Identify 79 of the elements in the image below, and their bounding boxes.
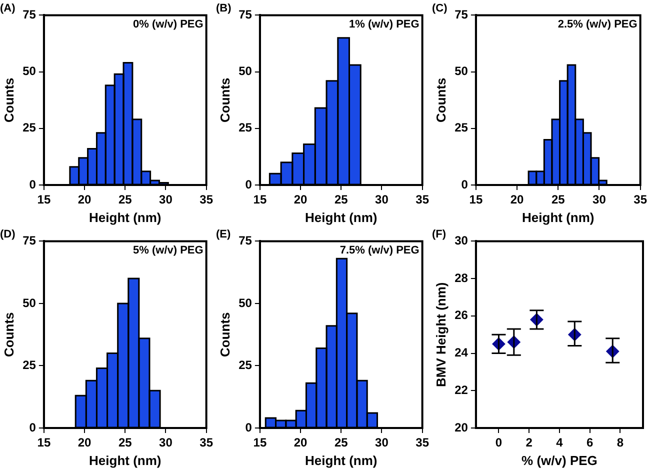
y-tick-label: 75 xyxy=(238,234,252,248)
y-tick-label: 20 xyxy=(454,420,468,434)
y-tick-label: 0 xyxy=(245,177,252,192)
y-tick-label: 25 xyxy=(238,358,252,372)
y-tick-label: 25 xyxy=(22,358,36,372)
y-axis-title: Counts xyxy=(1,78,16,122)
annotation: 2.5% (w/v) PEG xyxy=(558,18,638,31)
x-axis-title: Height (nm) xyxy=(305,452,378,468)
chart-title: (C) xyxy=(432,2,448,15)
y-tick-label: 0 xyxy=(461,177,468,192)
x-tick-label: 15 xyxy=(37,436,51,450)
x-tick-label: 25 xyxy=(334,192,348,207)
x-tick-label: 25 xyxy=(334,436,348,450)
y-tick-label: 0 xyxy=(29,420,36,434)
chart-title: (B) xyxy=(216,2,232,15)
x-axis-title: Height (nm) xyxy=(522,210,594,225)
x-tick-label: 30 xyxy=(375,192,389,207)
x-axis-title: Height (nm) xyxy=(89,452,162,468)
x-axis-title: Height (nm) xyxy=(89,210,162,225)
x-tick-label: 30 xyxy=(375,436,389,450)
y-tick-label: 75 xyxy=(22,8,36,22)
x-axis-title: Height (nm) xyxy=(305,210,378,225)
y-tick-label: 75 xyxy=(238,8,252,22)
x-tick-label: 35 xyxy=(416,192,430,207)
y-tick-label: 75 xyxy=(454,8,468,22)
x-tick-label: 25 xyxy=(118,192,132,207)
x-tick-label: 25 xyxy=(551,192,566,207)
y-axis-title: Counts xyxy=(1,312,16,357)
chart-title: (F) xyxy=(432,228,446,241)
annotation: 1% (w/v) PEG xyxy=(349,18,420,31)
x-tick-label: 20 xyxy=(78,192,92,207)
y-tick-label: 75 xyxy=(22,234,36,248)
x-tick-label: 35 xyxy=(416,436,430,450)
x-tick-label: 15 xyxy=(469,192,483,207)
y-tick-label: 25 xyxy=(238,120,252,135)
x-tick-label: 15 xyxy=(253,192,267,207)
y-tick-label: 25 xyxy=(454,120,468,135)
x-tick-label: 35 xyxy=(200,192,214,207)
y-tick-label: 30 xyxy=(454,234,468,248)
annotation: 0% (w/v) PEG xyxy=(133,18,204,31)
y-tick-label: 22 xyxy=(454,382,468,397)
y-axis-title: Counts xyxy=(217,312,232,357)
y-tick-label: 50 xyxy=(22,64,36,78)
y-tick-label: 24 xyxy=(454,346,468,360)
x-tick-label: 20 xyxy=(78,436,92,450)
x-tick-label: 30 xyxy=(159,192,173,207)
y-tick-label: 0 xyxy=(29,177,36,192)
x-tick-label: 2 xyxy=(526,436,533,450)
y-axis-title: Counts xyxy=(433,78,448,122)
y-tick-label: 50 xyxy=(238,64,252,78)
x-tick-label: 0 xyxy=(495,436,502,450)
y-tick-label: 0 xyxy=(245,420,252,434)
x-tick-label: 15 xyxy=(37,192,51,207)
y-axis-title: Counts xyxy=(217,78,232,122)
x-tick-label: 4 xyxy=(556,436,564,450)
x-tick-label: 20 xyxy=(510,192,524,207)
y-tick-label: 26 xyxy=(454,308,468,322)
x-tick-label: 25 xyxy=(118,436,132,450)
x-tick-label: 35 xyxy=(634,192,648,207)
chart-title: (A) xyxy=(0,2,16,15)
y-tick-label: 28 xyxy=(454,270,468,285)
y-tick-label: 25 xyxy=(22,120,36,135)
annotation: 5% (w/v) PEG xyxy=(133,244,204,257)
y-tick-label: 50 xyxy=(454,64,468,78)
x-tick-label: 30 xyxy=(159,436,173,450)
chart-title: (D) xyxy=(0,228,16,241)
y-axis-title: BMV Height (nm) xyxy=(433,282,448,387)
x-tick-label: 6 xyxy=(586,436,594,450)
x-tick-label: 35 xyxy=(200,436,214,450)
x-tick-label: 30 xyxy=(592,192,606,207)
x-tick-label: 8 xyxy=(616,436,624,450)
annotation: 7.5% (w/v) PEG xyxy=(340,244,420,257)
x-tick-label: 15 xyxy=(253,436,267,450)
y-tick-label: 50 xyxy=(22,296,36,310)
x-tick-label: 20 xyxy=(294,192,308,207)
y-tick-label: 50 xyxy=(238,296,252,310)
x-tick-label: 20 xyxy=(294,436,308,450)
chart-title: (E) xyxy=(216,228,231,241)
x-axis-title: % (w/v) PEG xyxy=(522,452,598,468)
